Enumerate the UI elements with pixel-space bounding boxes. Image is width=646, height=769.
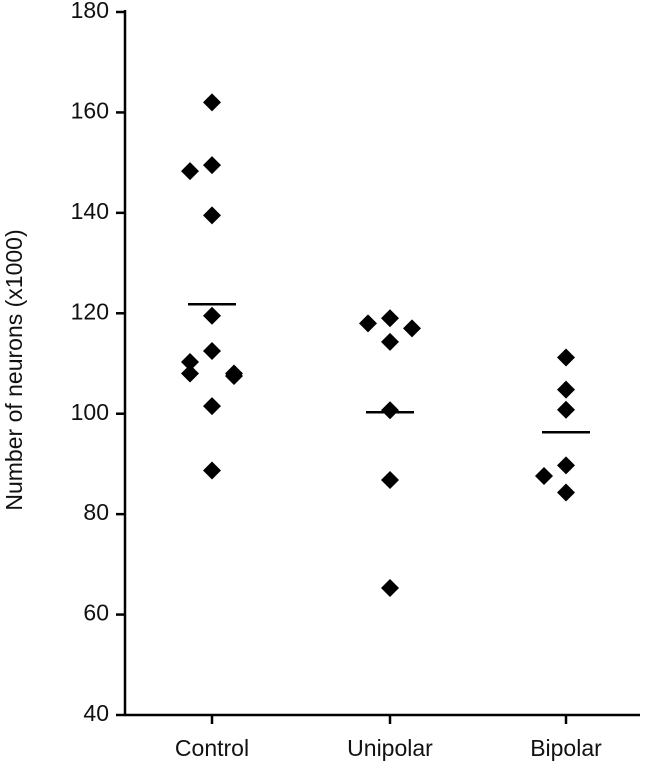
y-tick-label: 40 <box>83 700 109 726</box>
data-point <box>181 162 199 181</box>
data-point <box>381 401 399 420</box>
y-axis-label: Number of neurons (x1000) <box>1 229 27 510</box>
data-point <box>359 314 377 333</box>
data-point <box>181 364 199 383</box>
data-point <box>403 319 421 338</box>
data-point <box>203 306 221 325</box>
data-point <box>557 456 575 475</box>
data-point <box>203 397 221 416</box>
data-point <box>557 380 575 399</box>
data-point <box>535 466 553 485</box>
data-point <box>203 206 221 225</box>
data-point <box>203 156 221 175</box>
data-point <box>381 332 399 351</box>
y-tick-label: 160 <box>71 98 109 124</box>
x-tick-label: Unipolar <box>347 735 433 761</box>
x-tick-label: Bipolar <box>530 735 602 761</box>
data-point <box>381 578 399 597</box>
y-tick-label: 120 <box>71 298 109 324</box>
data-point <box>225 367 243 386</box>
data-point <box>203 461 221 480</box>
data-point <box>181 352 199 371</box>
y-tick-label: 140 <box>71 198 109 224</box>
y-tick-label: 100 <box>71 399 109 425</box>
data-point <box>381 470 399 489</box>
data-point <box>557 483 575 502</box>
y-tick-label: 60 <box>83 600 109 626</box>
y-tick-label: 180 <box>71 0 109 23</box>
x-tick-label: Control <box>175 735 249 761</box>
data-point <box>203 93 221 112</box>
data-point <box>557 400 575 419</box>
data-point <box>381 309 399 328</box>
data-point <box>557 348 575 367</box>
y-tick-label: 80 <box>83 499 109 525</box>
data-point <box>203 341 221 360</box>
